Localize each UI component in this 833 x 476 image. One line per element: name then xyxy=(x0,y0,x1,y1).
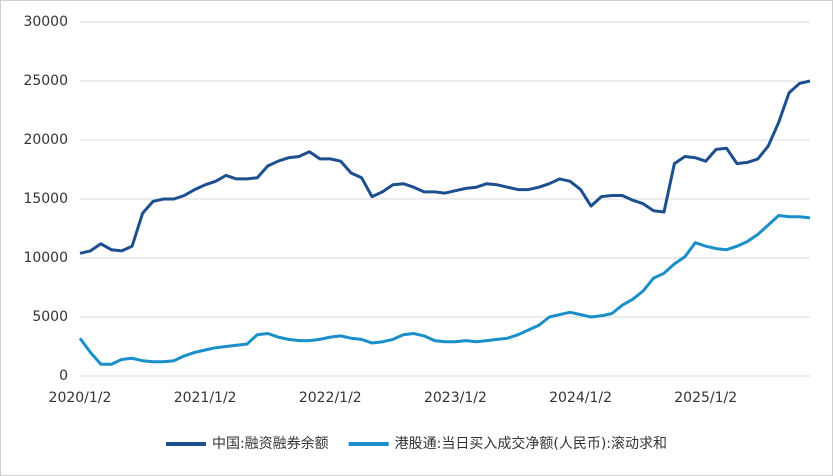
y-tick-label: 0 xyxy=(59,368,68,384)
x-tick-label: 2025/1/2 xyxy=(674,390,737,406)
y-tick-label: 5000 xyxy=(32,309,68,325)
y-tick-label: 10000 xyxy=(23,250,68,266)
y-tick-label: 25000 xyxy=(23,73,68,89)
x-tick-label: 2024/1/2 xyxy=(549,390,612,406)
x-tick-label: 2022/1/2 xyxy=(299,390,362,406)
line-series xyxy=(78,214,811,366)
y-tick-label: 30000 xyxy=(23,14,68,30)
x-tick-label: 2021/1/2 xyxy=(174,390,237,406)
x-tick-label: 2020/1/2 xyxy=(49,390,112,406)
line-series xyxy=(79,79,811,255)
y-tick-label: 20000 xyxy=(23,132,68,148)
legend-label: 港股通:当日买入成交净额(人民币):滚动求和 xyxy=(395,435,667,452)
y-tick-label: 15000 xyxy=(23,191,68,207)
x-tick-label: 2023/1/2 xyxy=(424,390,487,406)
legend-label: 中国:融资融券余额 xyxy=(212,435,329,452)
